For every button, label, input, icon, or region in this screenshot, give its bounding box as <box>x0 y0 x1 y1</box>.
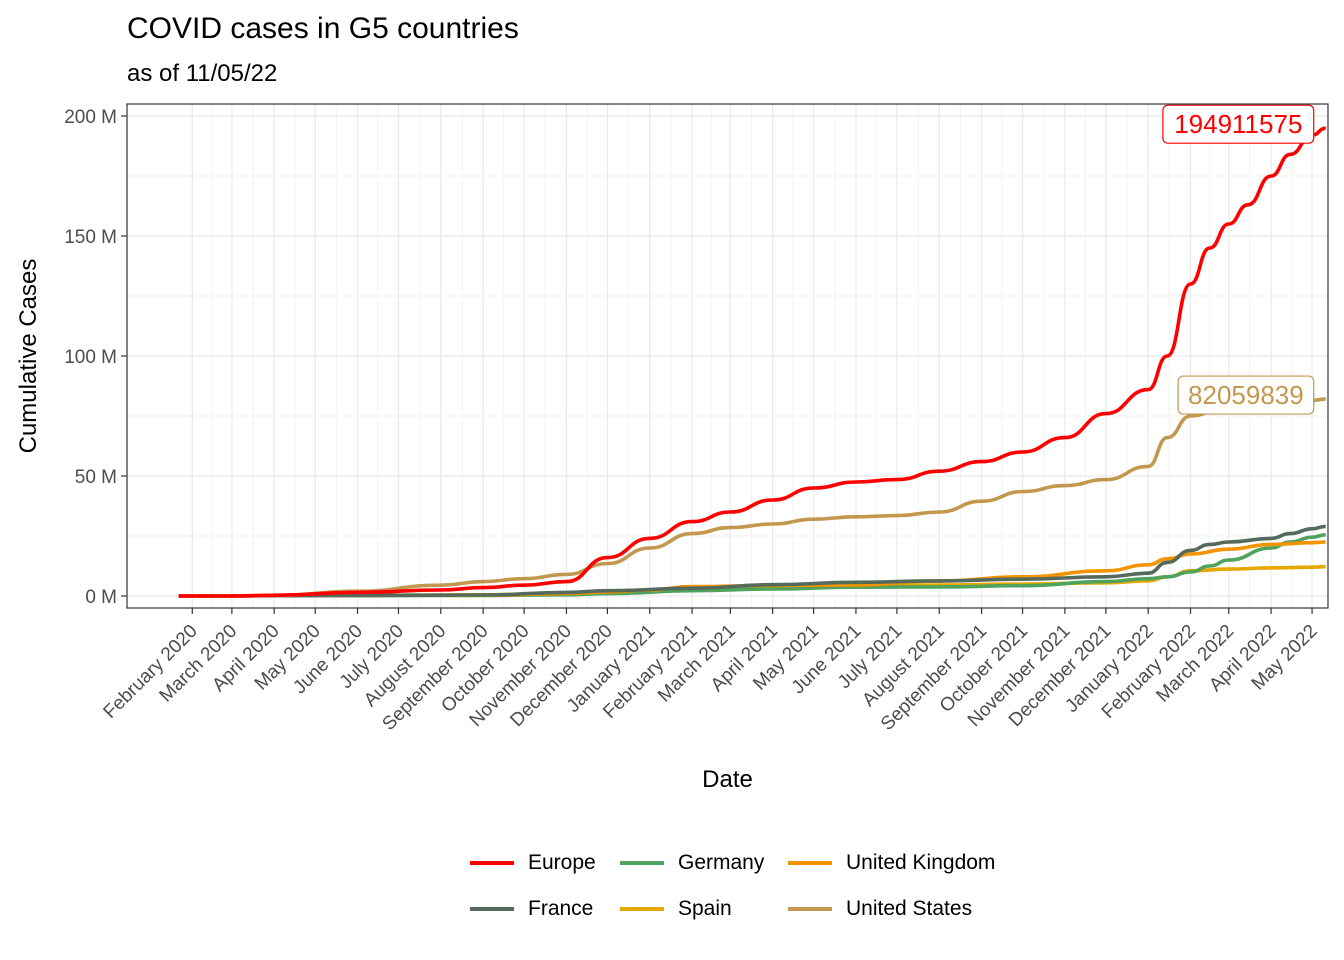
x-axis-title: Date <box>702 766 753 793</box>
end-label-value: 194911575 <box>1174 109 1302 139</box>
y-tick-label: 200 M <box>64 107 117 128</box>
end-label-united-states: 82059839 <box>1177 375 1315 415</box>
end-label-box <box>1177 375 1315 415</box>
legend-label: France <box>528 897 594 920</box>
legend-label: Germany <box>678 851 765 874</box>
y-tick-label: 150 M <box>64 227 117 248</box>
legend-item-united-states: United States <box>788 894 972 924</box>
legend-item-europe: Europe <box>470 848 596 878</box>
legend: Europe France Germany Spain United Kingdom Un… <box>470 842 1030 932</box>
chart-title: COVID cases in G5 countries <box>127 12 519 45</box>
legend-item-france: France <box>470 894 593 924</box>
legend-swatch <box>620 907 664 911</box>
end-label-europe: 194911575 <box>1162 104 1315 144</box>
y-axis-title: Cumulative Cases <box>15 259 42 454</box>
legend-swatch <box>470 907 514 911</box>
legend-item-united-kingdom: United Kingdom <box>788 848 995 878</box>
legend-swatch <box>470 861 514 865</box>
legend-item-spain: Spain <box>620 894 732 924</box>
series-line-united-states <box>178 397 1326 598</box>
y-tick-label: 50 M <box>75 467 117 488</box>
legend-item-germany: Germany <box>620 848 764 878</box>
end-label-box <box>1162 104 1315 144</box>
chart-subtitle: as of 11/05/22 <box>127 60 278 87</box>
y-tick-label: 100 M <box>64 347 117 368</box>
series-line-france <box>178 524 1326 598</box>
legend-label: Spain <box>678 897 732 920</box>
legend-label: Europe <box>528 851 596 874</box>
legend-swatch <box>788 907 832 911</box>
legend-label: United Kingdom <box>846 851 996 874</box>
series-line-europe <box>178 126 1326 598</box>
legend-swatch <box>788 861 832 865</box>
y-tick-label: 0 M <box>85 587 117 608</box>
end-label-value: 82059839 <box>1188 380 1304 410</box>
legend-label: United States <box>846 897 973 920</box>
legend-swatch <box>620 861 664 865</box>
